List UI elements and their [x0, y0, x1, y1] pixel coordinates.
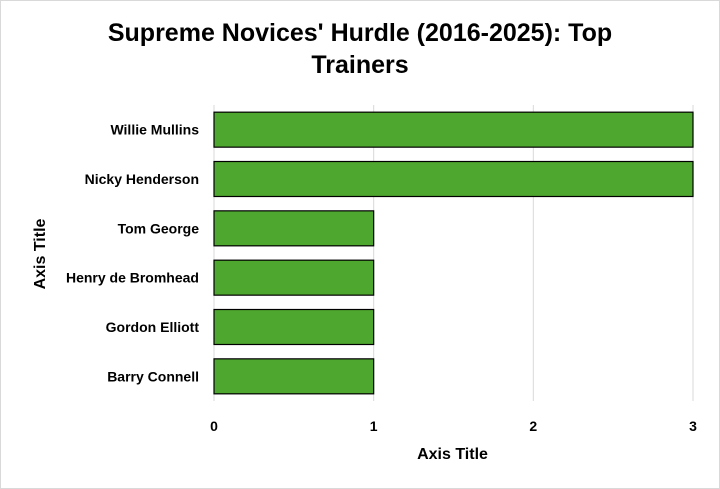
- x-tick-label: 1: [370, 418, 378, 434]
- bar-tom-george: [213, 210, 375, 247]
- bar-barry-connell: [213, 358, 375, 395]
- x-tick-label: 0: [210, 418, 218, 434]
- bar-henry-de-bromhead: [213, 259, 375, 296]
- y-tick-label: Gordon Elliott: [106, 319, 200, 335]
- y-tick-label: Willie Mullins: [110, 122, 199, 138]
- bar-nicky-henderson: [213, 160, 694, 198]
- bar-gordon-elliott: [213, 308, 375, 346]
- y-tick-label: Tom George: [118, 220, 200, 236]
- y-tick-label: Henry de Bromhead: [66, 270, 199, 286]
- x-tick-label: 2: [529, 418, 537, 434]
- x-tick-label: 3: [689, 418, 697, 434]
- chart-title: Supreme Novices' Hurdle (2016-2025): Top…: [1, 17, 719, 81]
- y-tick-label: Nicky Henderson: [85, 171, 199, 187]
- y-tick-label: Barry Connell: [107, 368, 199, 384]
- bar-willie-mullins: [213, 111, 694, 148]
- y-axis-title: Axis Title: [32, 218, 49, 289]
- chart-title-line-2: Trainers: [311, 51, 409, 79]
- x-axis-title: Axis Title: [417, 446, 488, 463]
- chart-title-line-1: Supreme Novices' Hurdle (2016-2025): Top: [107, 19, 613, 47]
